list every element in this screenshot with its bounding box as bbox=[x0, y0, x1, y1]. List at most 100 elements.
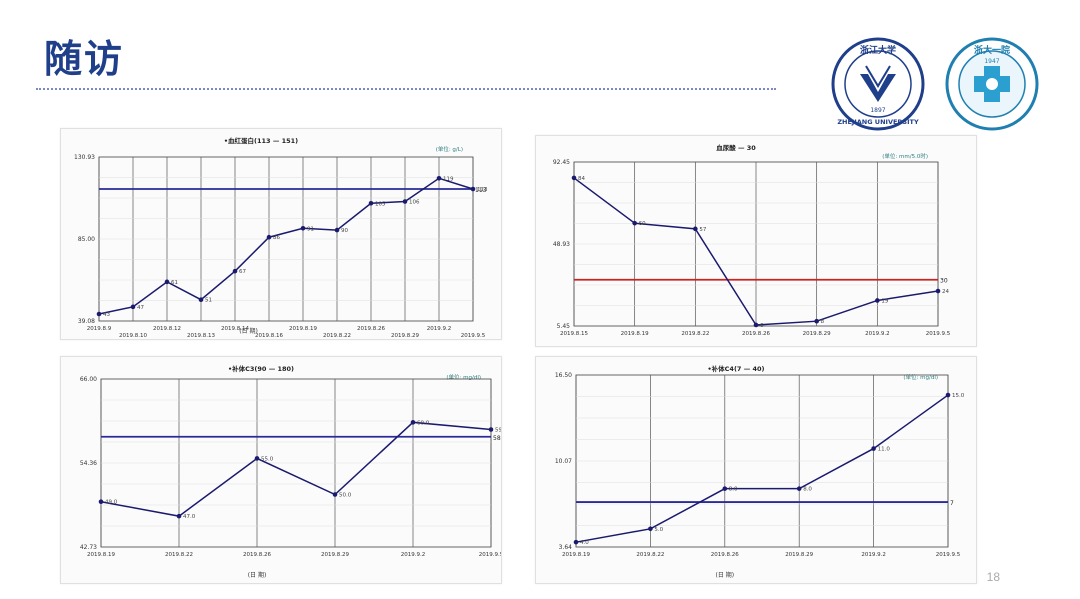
series-line bbox=[100, 421, 492, 517]
data-point bbox=[98, 499, 104, 505]
data-label: 19 bbox=[881, 298, 888, 304]
x-tick-label: 2019.8.26 bbox=[711, 552, 739, 558]
chart-title: •补体C4(7 — 40) bbox=[708, 364, 765, 373]
reference-line-label: 30 bbox=[940, 278, 948, 285]
y-tick-label: 39.08 bbox=[78, 318, 95, 325]
x-axis-label: (日 期) bbox=[248, 571, 267, 579]
x-tick-label: 2019.8.15 bbox=[560, 331, 588, 337]
y-tick-label: 16.50 bbox=[555, 372, 572, 379]
data-label: 60.0 bbox=[417, 420, 430, 426]
y-tick-label: 54.36 bbox=[80, 460, 97, 467]
data-point bbox=[722, 486, 728, 491]
data-point bbox=[571, 175, 577, 181]
logo2-year: 1947 bbox=[984, 58, 999, 65]
chart-esr-svg: 血尿酸 — 30 (单位: mm/5.0时) 5.45 48.93 92.45 2019.… bbox=[553, 143, 951, 337]
x-tick-label: 2019.8.29 bbox=[785, 552, 813, 558]
data-label: 90 bbox=[341, 228, 348, 234]
data-label: 60 bbox=[639, 221, 646, 227]
chart-unit: (单位: mg/dl) bbox=[446, 373, 481, 381]
data-point bbox=[648, 526, 653, 532]
data-label: 47 bbox=[137, 305, 144, 311]
x-tick-label: 2019.9.5 bbox=[926, 331, 951, 337]
x-tick-label: 2019.8.14 bbox=[221, 326, 249, 332]
data-point bbox=[334, 227, 340, 233]
data-point bbox=[871, 446, 876, 451]
x-axis-label: (日 期) bbox=[716, 571, 735, 579]
data-label: 5.0 bbox=[654, 527, 663, 533]
data-point bbox=[164, 279, 170, 285]
x-tick-label: 2019.9.2 bbox=[865, 331, 890, 337]
x-axis-label: (日 期) bbox=[239, 327, 258, 335]
logo1-text-bottom: ZHEJIANG UNIVERSITY bbox=[837, 118, 919, 126]
chart-title: 血尿酸 — 30 bbox=[716, 143, 756, 152]
data-point bbox=[935, 288, 941, 294]
y-tick-label: 3.64 bbox=[559, 544, 573, 551]
x-tick-label: 2019.9.5 bbox=[479, 552, 501, 558]
data-label: 119 bbox=[443, 176, 454, 182]
page-number: 18 bbox=[986, 570, 1000, 584]
data-point bbox=[945, 392, 951, 398]
x-tick-label: 2019.8.10 bbox=[119, 333, 147, 339]
data-point bbox=[875, 298, 880, 303]
data-label: 50.0 bbox=[339, 493, 352, 499]
x-tick-label: 2019.8.19 bbox=[562, 552, 590, 558]
data-label: 86 bbox=[273, 235, 280, 241]
chart-hemoglobin-svg: •血红蛋白(113 — 151) (单位: g/L) 39.08 85.00 130.9… bbox=[74, 136, 488, 339]
data-point bbox=[436, 176, 442, 181]
data-label: 105 bbox=[375, 201, 386, 207]
data-point bbox=[410, 420, 416, 425]
data-point bbox=[300, 225, 306, 231]
data-label: 57 bbox=[699, 227, 706, 233]
chart-unit: (单位: mg/dl) bbox=[903, 373, 938, 381]
data-label: 4.0 bbox=[580, 540, 589, 546]
x-tick-label: 2019.8.29 bbox=[391, 333, 419, 339]
data-label: 61 bbox=[171, 280, 178, 286]
data-point bbox=[814, 318, 819, 324]
x-tick-label: 2019.8.19 bbox=[289, 326, 317, 332]
data-point bbox=[198, 297, 204, 303]
y-tick-label: 5.45 bbox=[557, 323, 571, 330]
logo2-text-top: 浙大一院 bbox=[974, 44, 1010, 56]
y-tick-label: 48.93 bbox=[553, 241, 570, 248]
logo1-year: 1897 bbox=[870, 107, 885, 114]
hospital-logo: 浙大一院 1947 bbox=[945, 37, 1039, 131]
x-tick-label: 2019.8.26 bbox=[742, 331, 770, 337]
reference-line-label: 113 bbox=[475, 187, 487, 194]
data-point bbox=[332, 492, 338, 497]
data-label: 15.0 bbox=[952, 393, 965, 399]
data-label: 49.0 bbox=[105, 500, 118, 506]
data-point bbox=[488, 427, 494, 432]
reference-line-label: 7 bbox=[950, 500, 954, 507]
data-label: 8.0 bbox=[803, 487, 812, 493]
chart-c3-svg: •补体C3(90 — 180) (单位: mg/dl) 42.73 54.36 66.0… bbox=[80, 364, 501, 579]
reference-line-label: 58 bbox=[493, 435, 501, 442]
x-tick-label: 2019.9.2 bbox=[427, 326, 452, 332]
data-point bbox=[266, 234, 272, 240]
logo1-text-top: 浙江大学 bbox=[860, 44, 896, 56]
data-label: 106 bbox=[409, 200, 420, 206]
data-label: 55.0 bbox=[261, 456, 274, 462]
data-label: 113 bbox=[477, 187, 488, 193]
x-tick-label: 2019.9.2 bbox=[861, 552, 886, 558]
x-tick-label: 2019.9.5 bbox=[461, 333, 486, 339]
x-tick-label: 2019.8.29 bbox=[321, 552, 349, 558]
data-point bbox=[796, 486, 802, 491]
x-tick-label: 2019.8.22 bbox=[323, 333, 351, 339]
y-tick-label: 92.45 bbox=[553, 159, 570, 166]
series-line bbox=[98, 177, 474, 315]
data-label: 51 bbox=[205, 298, 212, 304]
x-tick-label: 2019.8.16 bbox=[255, 333, 283, 339]
title-divider bbox=[36, 88, 776, 90]
x-tick-label: 2019.8.22 bbox=[681, 331, 709, 337]
x-tick-label: 2019.8.19 bbox=[621, 331, 649, 337]
data-label: 24 bbox=[942, 289, 949, 295]
chart-complement-c3: •补体C3(90 — 180) (单位: mg/dl) 42.73 54.36 66.0… bbox=[60, 356, 502, 584]
data-label: 84 bbox=[578, 176, 585, 182]
data-point bbox=[402, 199, 408, 204]
data-label: 43 bbox=[103, 312, 110, 318]
data-label: 8.0 bbox=[729, 487, 738, 493]
x-tick-label: 2019.9.2 bbox=[401, 552, 426, 558]
data-point bbox=[753, 322, 759, 328]
data-label: 47.0 bbox=[183, 514, 196, 520]
data-point bbox=[232, 268, 238, 274]
